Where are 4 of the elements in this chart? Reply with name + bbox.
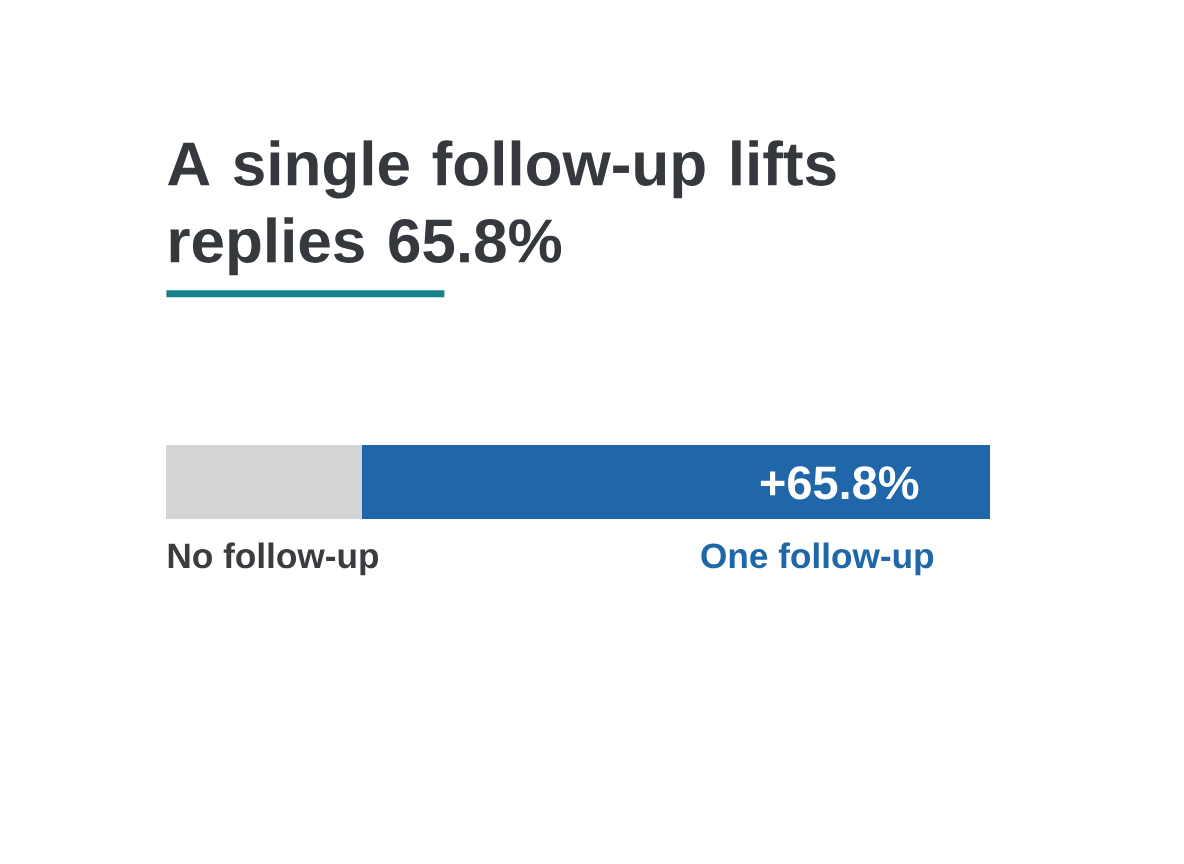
series-label: One follow-up (701, 542, 934, 576)
chart-title: A single follow-up lifts replies 65.8% (167, 140, 836, 276)
data-label: +65.8% (760, 466, 919, 500)
series-label: No follow-up (168, 542, 379, 576)
